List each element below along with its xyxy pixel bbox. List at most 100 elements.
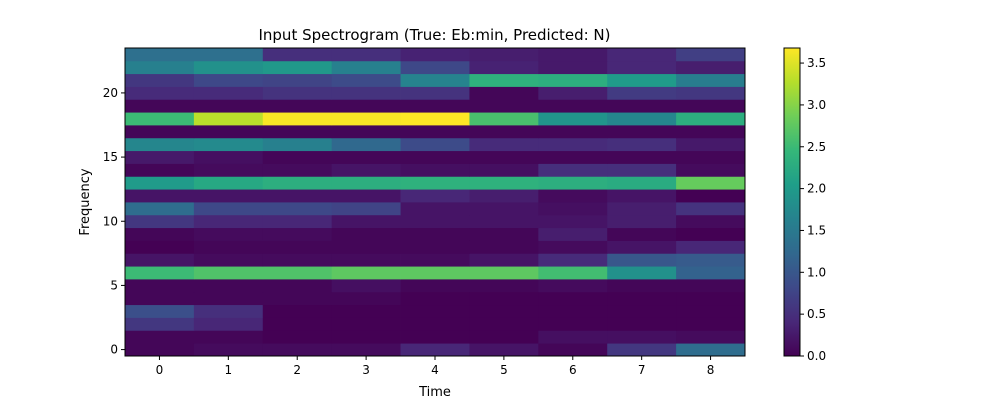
y-tick-label: 15 bbox=[103, 150, 118, 164]
heatmap-cell bbox=[125, 202, 195, 216]
heatmap-cell bbox=[607, 240, 677, 254]
heatmap-cell bbox=[262, 163, 333, 177]
heatmap-cell bbox=[125, 150, 195, 164]
heatmap-cell bbox=[676, 150, 746, 164]
heatmap-cell bbox=[331, 163, 401, 177]
heatmap-cell bbox=[607, 189, 677, 203]
heatmap-cell bbox=[538, 86, 608, 100]
heatmap-cell bbox=[125, 330, 195, 344]
heatmap-cell bbox=[400, 343, 470, 357]
heatmap-cell bbox=[607, 227, 677, 241]
heatmap-cell bbox=[400, 240, 470, 254]
heatmap-cell bbox=[469, 317, 539, 331]
heatmap-cell bbox=[469, 60, 539, 75]
heatmap-cell bbox=[676, 317, 746, 331]
heatmap-cell bbox=[125, 73, 195, 87]
heatmap-cell bbox=[538, 202, 608, 216]
heatmap-cell bbox=[607, 291, 677, 306]
heatmap-cell bbox=[193, 86, 264, 100]
heatmap-cell bbox=[538, 214, 608, 229]
heatmap-cell bbox=[125, 291, 195, 306]
heatmap-cell bbox=[400, 112, 470, 126]
heatmap-cell bbox=[262, 214, 333, 229]
heatmap-cell bbox=[331, 86, 401, 100]
heatmap-cell bbox=[331, 48, 401, 62]
heatmap-cell bbox=[125, 317, 195, 331]
heatmap-cell bbox=[262, 279, 333, 293]
x-tick-label: 3 bbox=[362, 363, 370, 377]
heatmap-cell bbox=[538, 189, 608, 203]
x-tick-label: 2 bbox=[293, 363, 301, 377]
heatmap-cell bbox=[331, 60, 401, 75]
heatmap-cell bbox=[676, 240, 746, 254]
y-tick-label: 20 bbox=[103, 86, 118, 100]
heatmap-cell bbox=[469, 112, 539, 126]
heatmap-cell bbox=[125, 304, 195, 318]
heatmap-cell bbox=[331, 279, 401, 293]
heatmap-cell bbox=[676, 60, 746, 75]
heatmap-cell bbox=[262, 330, 333, 344]
heatmap-cell bbox=[469, 86, 539, 100]
x-axis-label: Time bbox=[418, 385, 451, 400]
heatmap-cell bbox=[676, 202, 746, 216]
heatmap-cell bbox=[676, 189, 746, 203]
heatmap-cell bbox=[676, 343, 746, 357]
heatmap-cell bbox=[538, 163, 608, 177]
heatmap-cell bbox=[676, 279, 746, 293]
heatmap-cell bbox=[125, 176, 195, 190]
heatmap-cell bbox=[607, 163, 677, 177]
x-tick-label: 5 bbox=[500, 363, 508, 377]
heatmap-cell bbox=[400, 227, 470, 241]
heatmap-cell bbox=[331, 227, 401, 241]
heatmap-cell bbox=[400, 48, 470, 62]
heatmap-cell bbox=[538, 253, 608, 267]
x-axis-ticks: 0 1 2 3 4 5 6 7 8 bbox=[156, 356, 714, 377]
heatmap-cell bbox=[469, 227, 539, 241]
heatmap-cell bbox=[538, 125, 608, 139]
heatmap-cell bbox=[538, 112, 608, 126]
heatmap-cell bbox=[193, 189, 264, 203]
heatmap-cell bbox=[538, 176, 608, 190]
heatmap-cell bbox=[193, 125, 264, 139]
heatmap-cell bbox=[469, 48, 539, 62]
heatmap-cell bbox=[400, 99, 470, 113]
heatmap-cell bbox=[469, 304, 539, 318]
colorbar-tick-label: 1.0 bbox=[807, 265, 826, 279]
heatmap-cell bbox=[125, 279, 195, 293]
heatmap-cell bbox=[400, 176, 470, 190]
heatmap-cell bbox=[193, 163, 264, 177]
heatmap-cell bbox=[607, 343, 677, 357]
heatmap-cell bbox=[331, 304, 401, 318]
heatmap-cell bbox=[262, 48, 333, 62]
heatmap-cell bbox=[538, 137, 608, 152]
heatmap-cell bbox=[262, 176, 333, 190]
heatmap-cell bbox=[193, 330, 264, 344]
heatmap-cell bbox=[125, 112, 195, 126]
heatmap-cell bbox=[607, 176, 677, 190]
heatmap-cell bbox=[331, 253, 401, 267]
heatmap-cell bbox=[469, 266, 539, 280]
heatmap-cell bbox=[538, 266, 608, 280]
heatmap-cell bbox=[262, 253, 333, 267]
heatmap-cell bbox=[676, 163, 746, 177]
heatmap-cell bbox=[193, 304, 264, 318]
heatmap-cell bbox=[538, 330, 608, 344]
heatmap-cell bbox=[400, 202, 470, 216]
heatmap-cell bbox=[125, 253, 195, 267]
heatmap-cell bbox=[400, 291, 470, 306]
heatmap-cell bbox=[400, 86, 470, 100]
heatmap-cell bbox=[538, 279, 608, 293]
heatmap-cell bbox=[262, 304, 333, 318]
heatmap-cell bbox=[193, 227, 264, 241]
colorbar-tick-label: 0.0 bbox=[807, 349, 826, 363]
heatmap-cell bbox=[400, 214, 470, 229]
heatmap-cell bbox=[538, 227, 608, 241]
heatmap-cell bbox=[331, 137, 401, 152]
colorbar-tick-label: 1.5 bbox=[807, 223, 826, 237]
heatmap-cell bbox=[262, 240, 333, 254]
heatmap-cell bbox=[607, 304, 677, 318]
heatmap-cell bbox=[193, 253, 264, 267]
heatmap-cell bbox=[607, 125, 677, 139]
heatmap-cell bbox=[400, 125, 470, 139]
